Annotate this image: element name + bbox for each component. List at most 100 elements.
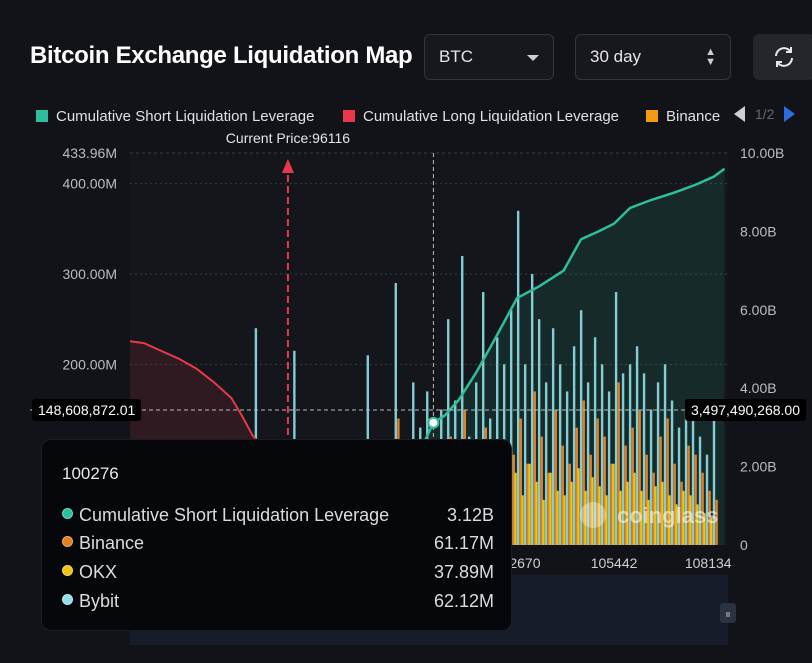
tooltip-row: OKX 37.89M <box>62 562 514 583</box>
coinglass-logo-icon <box>580 502 606 528</box>
legend-swatch <box>646 110 658 122</box>
okx-bar <box>619 490 622 545</box>
right-axis-tick-label: 4.00B <box>740 380 777 396</box>
okx-bar <box>640 490 643 545</box>
bybit-bar <box>698 436 702 545</box>
binance-bar <box>645 454 648 545</box>
bybit-bar <box>537 319 541 545</box>
okx-bar <box>577 468 580 545</box>
legend-item-binance[interactable]: Binance <box>646 108 754 125</box>
bybit-bar <box>482 292 485 545</box>
bybit-bar <box>544 382 548 545</box>
binance-bar <box>512 454 515 545</box>
binance-bar <box>519 418 522 545</box>
okx-bar <box>668 495 671 545</box>
okx-bar <box>535 481 538 545</box>
refresh-button[interactable] <box>753 34 812 80</box>
okx-bar <box>703 513 706 545</box>
bybit-bar <box>516 210 520 546</box>
legend-item-short[interactable]: Cumulative Short Liquidation Leverage <box>36 108 315 125</box>
bybit-bar <box>558 364 562 545</box>
okx-bar <box>528 463 531 545</box>
binance-bar <box>680 481 683 545</box>
okx-bar <box>612 463 615 545</box>
okx-bar <box>598 486 601 545</box>
legend-next-icon[interactable] <box>784 106 796 122</box>
okx-bar <box>556 490 559 545</box>
bybit-bar <box>523 364 527 545</box>
legend-swatch <box>36 110 48 122</box>
bybit-bar <box>642 373 646 545</box>
okx-bar <box>626 481 629 545</box>
binance-bar <box>533 391 536 545</box>
okx-bar <box>661 481 664 545</box>
tooltip-dot <box>62 565 73 576</box>
range-select-value: 30 day <box>590 47 642 66</box>
right-axis-tick-label: 8.00B <box>740 223 777 239</box>
page-title: Bitcoin Exchange Liquidation Map <box>30 42 413 69</box>
binance-bar <box>708 490 711 545</box>
bybit-bar <box>254 328 258 545</box>
bybit-bar <box>621 373 625 545</box>
left-axis-tick-label: 433.96M <box>63 145 117 161</box>
okx-bar <box>584 490 587 545</box>
right-axis-tick-label: 10.00B <box>740 145 784 161</box>
tooltip-row: Binance 61.17M <box>62 533 514 554</box>
okx-bar <box>696 504 699 545</box>
binance-bar <box>526 463 529 545</box>
bybit-bar <box>670 400 674 545</box>
bybit-bar <box>551 328 555 545</box>
long-liquidation-line <box>129 340 261 444</box>
binance-bar <box>617 382 620 545</box>
navigator-handle <box>720 603 736 623</box>
legend-prev-icon[interactable] <box>734 106 745 122</box>
binance-bar <box>610 463 613 545</box>
binance-bar <box>673 463 676 545</box>
chevron-down-icon <box>527 55 539 61</box>
crosshair-left-value: 148,608,872.01 <box>32 399 142 421</box>
bybit-bar <box>677 427 681 545</box>
range-select[interactable]: 30 day ▲ ▼ <box>575 34 731 80</box>
okx-bar <box>514 472 517 545</box>
tooltip-value: 3.12B <box>446 505 494 525</box>
binance-bar <box>596 418 599 545</box>
binance-bar <box>652 472 655 545</box>
left-axis-tick-label: 300.00M <box>63 266 117 282</box>
coin-select-value: BTC <box>439 47 473 66</box>
bybit-bar <box>565 391 569 545</box>
binance-bar <box>603 436 606 545</box>
binance-bar <box>575 427 578 545</box>
okx-bar <box>710 517 713 545</box>
tooltip-label: Bybit <box>79 591 120 611</box>
binance-bar <box>666 418 669 545</box>
binance-bar <box>659 436 662 545</box>
legend-item-long[interactable]: Cumulative Long Liquidation Leverage <box>343 108 619 125</box>
binance-bar <box>715 499 718 545</box>
tooltip-label: OKX <box>79 562 118 582</box>
tooltip-price: 100276 <box>62 464 119 483</box>
binance-bar <box>540 436 543 545</box>
okx-bar <box>563 495 566 545</box>
pause-icon: ⏸ <box>725 607 731 621</box>
tooltip-label: Cumulative Short Liquidation Leverage <box>79 505 390 525</box>
bybit-bar <box>394 283 397 545</box>
bybit-bar <box>572 346 576 545</box>
coin-select[interactable]: BTC <box>424 34 554 80</box>
tooltip-row: Cumulative Short Liquidation Leverage 3.… <box>62 505 514 526</box>
current-price-arrow <box>281 159 294 173</box>
legend-label: Cumulative Long Liquidation Leverage <box>363 108 620 125</box>
tooltip-row: Bybit 62.12M <box>62 591 514 612</box>
legend-page: 1/2 <box>754 106 775 122</box>
tooltip-value: 61.17M <box>433 533 494 553</box>
okx-bar <box>675 504 678 545</box>
bybit-bar <box>635 346 639 545</box>
binance-bar <box>631 427 634 545</box>
right-axis-tick-label: 6.00B <box>740 302 777 318</box>
bybit-bar <box>649 409 653 545</box>
okx-bar <box>549 472 552 545</box>
x-axis-tick-label: 108134 <box>685 555 732 571</box>
watermark: coinglass <box>617 503 718 528</box>
okx-bar <box>605 495 608 545</box>
tooltip-dot <box>62 594 73 605</box>
bybit-bar <box>712 409 716 545</box>
